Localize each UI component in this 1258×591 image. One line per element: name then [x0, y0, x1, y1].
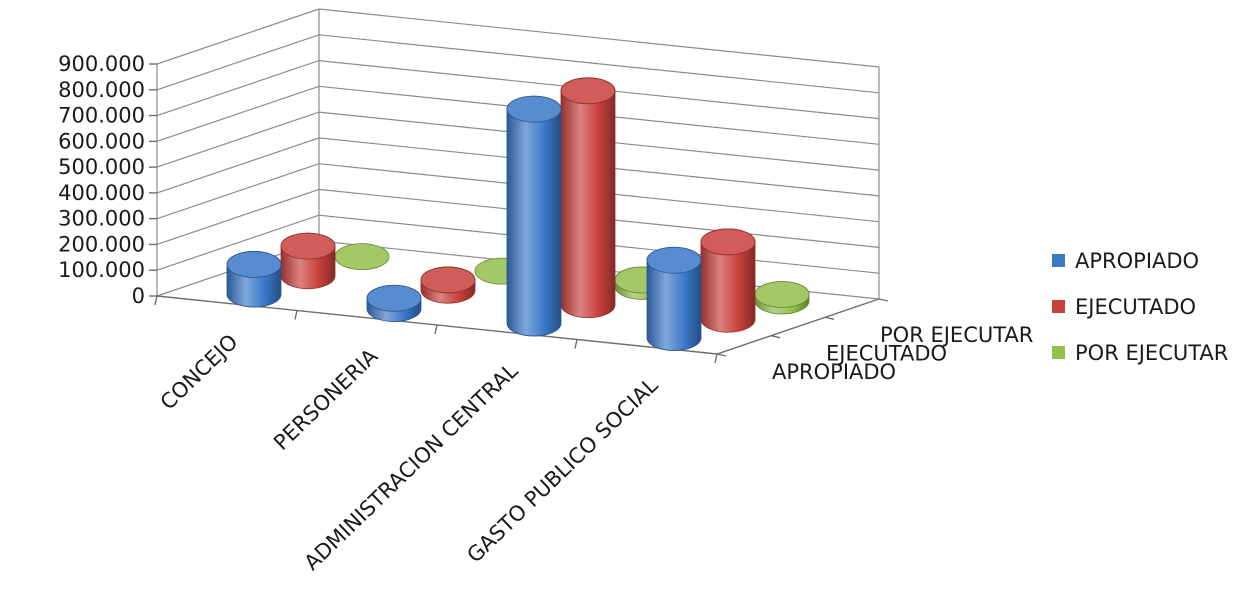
x-category-label: CONCEJO: [156, 330, 243, 415]
y-axis-ticks: 0100.000200.000300.000400.000500.000600.…: [58, 52, 157, 308]
y-tick-label: 800.000: [58, 78, 145, 102]
bar: [366, 284, 422, 322]
legend-item: APROPIADO: [1052, 249, 1199, 273]
bar: [506, 95, 562, 337]
legend-swatch: [1052, 300, 1065, 313]
bar-top: [366, 284, 422, 312]
chart-walls: [156, 8, 880, 300]
bar-top: [646, 246, 702, 274]
bar-top: [420, 266, 476, 294]
y-tick-label: 600.000: [58, 129, 145, 153]
legend: APROPIADO EJECUTADO POR EJECUTAR: [1052, 249, 1228, 365]
bar: [280, 232, 336, 290]
depth-tick-mark: [878, 298, 889, 302]
bar-top: [226, 251, 282, 278]
gridline: [156, 34, 880, 94]
y-tick-label: 500.000: [58, 155, 145, 179]
bar: [560, 77, 616, 319]
bar-top: [334, 243, 390, 271]
bar: [754, 281, 810, 315]
depth-tick-mark: [770, 334, 781, 339]
bar-body: [506, 95, 562, 337]
x-tick-mark: [434, 324, 438, 335]
legend-label: EJECUTADO: [1075, 295, 1196, 319]
x-tick-mark: [574, 339, 578, 349]
legend-label: POR EJECUTAR: [1075, 341, 1228, 365]
x-category-label: PERSONERIA: [269, 344, 383, 455]
y-tick-label: 700.000: [58, 104, 145, 128]
x-tick-mark: [154, 295, 158, 306]
x-tick-mark: [714, 353, 718, 364]
bar: [226, 251, 282, 308]
y-tick-label: 400.000: [58, 181, 145, 205]
bar-top: [560, 77, 616, 105]
depth-label: APROPIADO: [772, 360, 896, 384]
depth-tick-mark: [824, 316, 835, 321]
legend-label: APROPIADO: [1075, 249, 1199, 273]
y-tick-label: 900.000: [58, 52, 145, 76]
bar-top: [506, 95, 562, 123]
x-tick-mark: [294, 310, 298, 320]
y-tick-label: 200.000: [58, 232, 145, 256]
gridline: [156, 8, 880, 68]
bar: [700, 228, 756, 333]
bar-top: [700, 228, 756, 256]
y-tick-label: 0: [132, 284, 145, 308]
bar-top: [754, 281, 810, 308]
legend-item: EJECUTADO: [1052, 295, 1196, 319]
legend-swatch: [1052, 254, 1065, 267]
bar: [646, 246, 702, 351]
chart-floor: [154, 295, 889, 364]
depth-label: POR EJECUTAR: [880, 323, 1033, 347]
depth-tick-mark: [716, 353, 727, 357]
bar-body: [560, 77, 616, 319]
legend-item: POR EJECUTAR: [1052, 341, 1228, 365]
bar-top: [280, 232, 336, 260]
depth-label: EJECUTADO: [826, 342, 947, 366]
chart-bars: [226, 77, 810, 351]
y-tick-label: 300.000: [58, 207, 145, 231]
bar: [420, 266, 476, 304]
bar: [334, 243, 390, 271]
y-tick-label: 100.000: [58, 258, 145, 282]
legend-swatch: [1052, 346, 1065, 359]
